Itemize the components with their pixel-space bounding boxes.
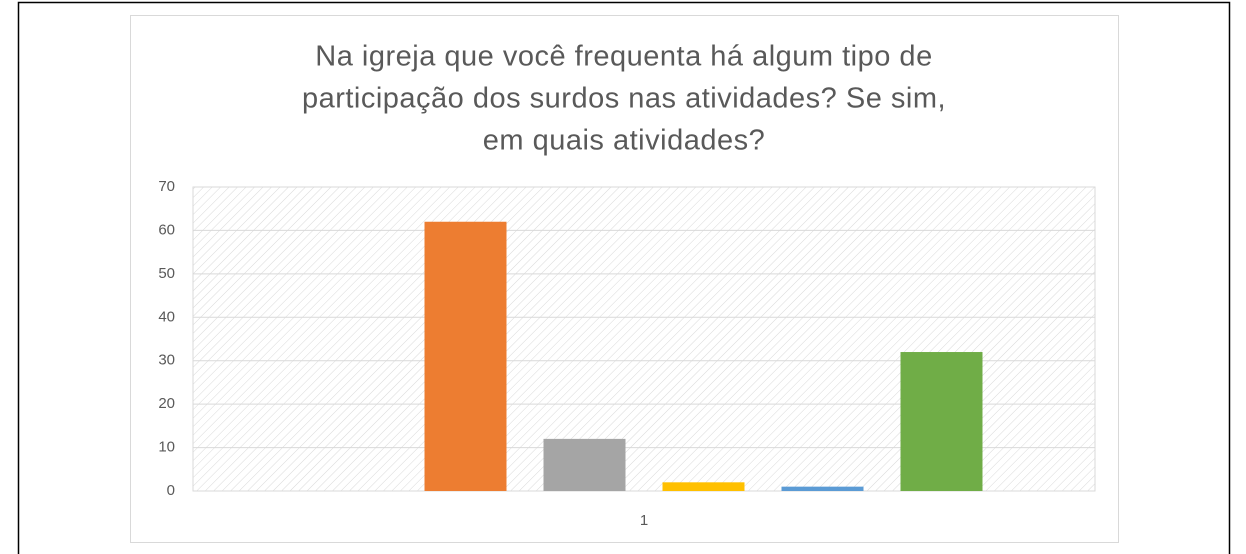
y-tick-label: 50 [158, 265, 175, 282]
chart-title: Na igreja que você frequenta há algum ti… [315, 41, 932, 73]
bar [424, 221, 507, 491]
bar [900, 352, 983, 491]
y-tick-label: 10 [158, 439, 175, 456]
bar [781, 486, 864, 491]
bar [662, 482, 745, 491]
y-tick-label: 60 [158, 221, 175, 238]
y-tick-label: 30 [158, 352, 175, 369]
y-tick-label: 40 [158, 308, 175, 325]
x-tick-label: 1 [640, 512, 648, 529]
outer-frame [17, 1, 1231, 554]
chart-title: participação dos surdos nas atividades? … [302, 83, 946, 115]
y-tick-label: 20 [158, 395, 175, 412]
bar [543, 438, 626, 491]
y-tick-label: 70 [158, 178, 175, 195]
y-tick-label: 0 [167, 482, 175, 499]
chart-title: em quais atividades? [483, 125, 765, 157]
